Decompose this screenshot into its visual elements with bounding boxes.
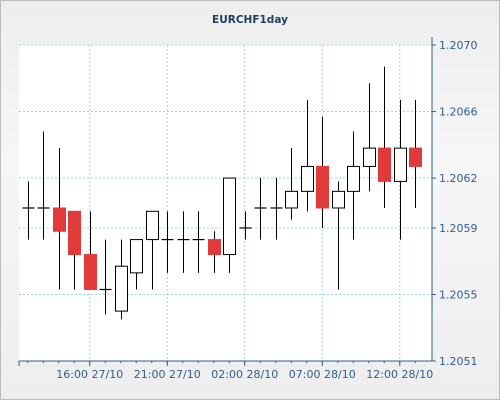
chart-title: EURCHF1day [212, 14, 288, 26]
candle [223, 177, 236, 273]
candle [332, 181, 345, 290]
candle-body-down [53, 207, 66, 232]
candle [208, 231, 221, 273]
candle [22, 181, 35, 240]
candle [130, 239, 143, 290]
x-tick-label: 21:00 27/10 [134, 368, 201, 381]
candle-body-up [285, 190, 298, 209]
x-tick-label: 16:00 27/10 [56, 368, 123, 381]
candle [347, 131, 360, 240]
candle-body-up [394, 147, 407, 182]
candle [378, 66, 391, 208]
candle [239, 211, 252, 240]
candle-body-down [84, 254, 97, 290]
candle [177, 211, 190, 273]
y-tick-label: 1.2066 [439, 106, 478, 119]
candle-body-down [316, 165, 329, 209]
y-tick-label: 1.2051 [439, 355, 478, 368]
candle-body-up [115, 265, 128, 312]
candle [254, 178, 267, 240]
candle [37, 131, 50, 240]
candle [270, 178, 283, 240]
candle-body-up [130, 239, 143, 274]
candle [146, 210, 159, 290]
candle [53, 148, 66, 290]
candle-body-up [223, 177, 236, 256]
candle-body-up [347, 165, 360, 192]
candle [316, 116, 329, 228]
y-tick-label: 1.2062 [439, 172, 478, 185]
candle [192, 211, 205, 273]
candle-body-down [378, 147, 391, 182]
candle [363, 83, 376, 192]
candle-body-down [208, 239, 221, 256]
candle [409, 99, 422, 208]
candle [394, 99, 407, 240]
y-tick-label: 1.2070 [439, 39, 478, 52]
x-tick-label: 12:00 28/10 [366, 368, 433, 381]
candle [301, 99, 314, 212]
candle [99, 239, 112, 315]
y-tick-label: 1.2055 [439, 288, 478, 301]
candle-body-up [363, 147, 376, 167]
y-tick-label: 1.2059 [439, 222, 478, 235]
candle-body-down [409, 147, 422, 167]
candle-body-up [146, 210, 159, 241]
candle [285, 148, 298, 220]
candle [161, 211, 174, 273]
candle [84, 211, 97, 290]
x-tick-label: 02:00 28/10 [211, 368, 278, 381]
candle [115, 239, 128, 320]
candle-body-down [68, 210, 81, 256]
candle [68, 210, 81, 290]
candle-body-up [332, 190, 345, 209]
x-tick-label: 07:00 28/10 [289, 368, 356, 381]
candle-body-up [301, 165, 314, 192]
